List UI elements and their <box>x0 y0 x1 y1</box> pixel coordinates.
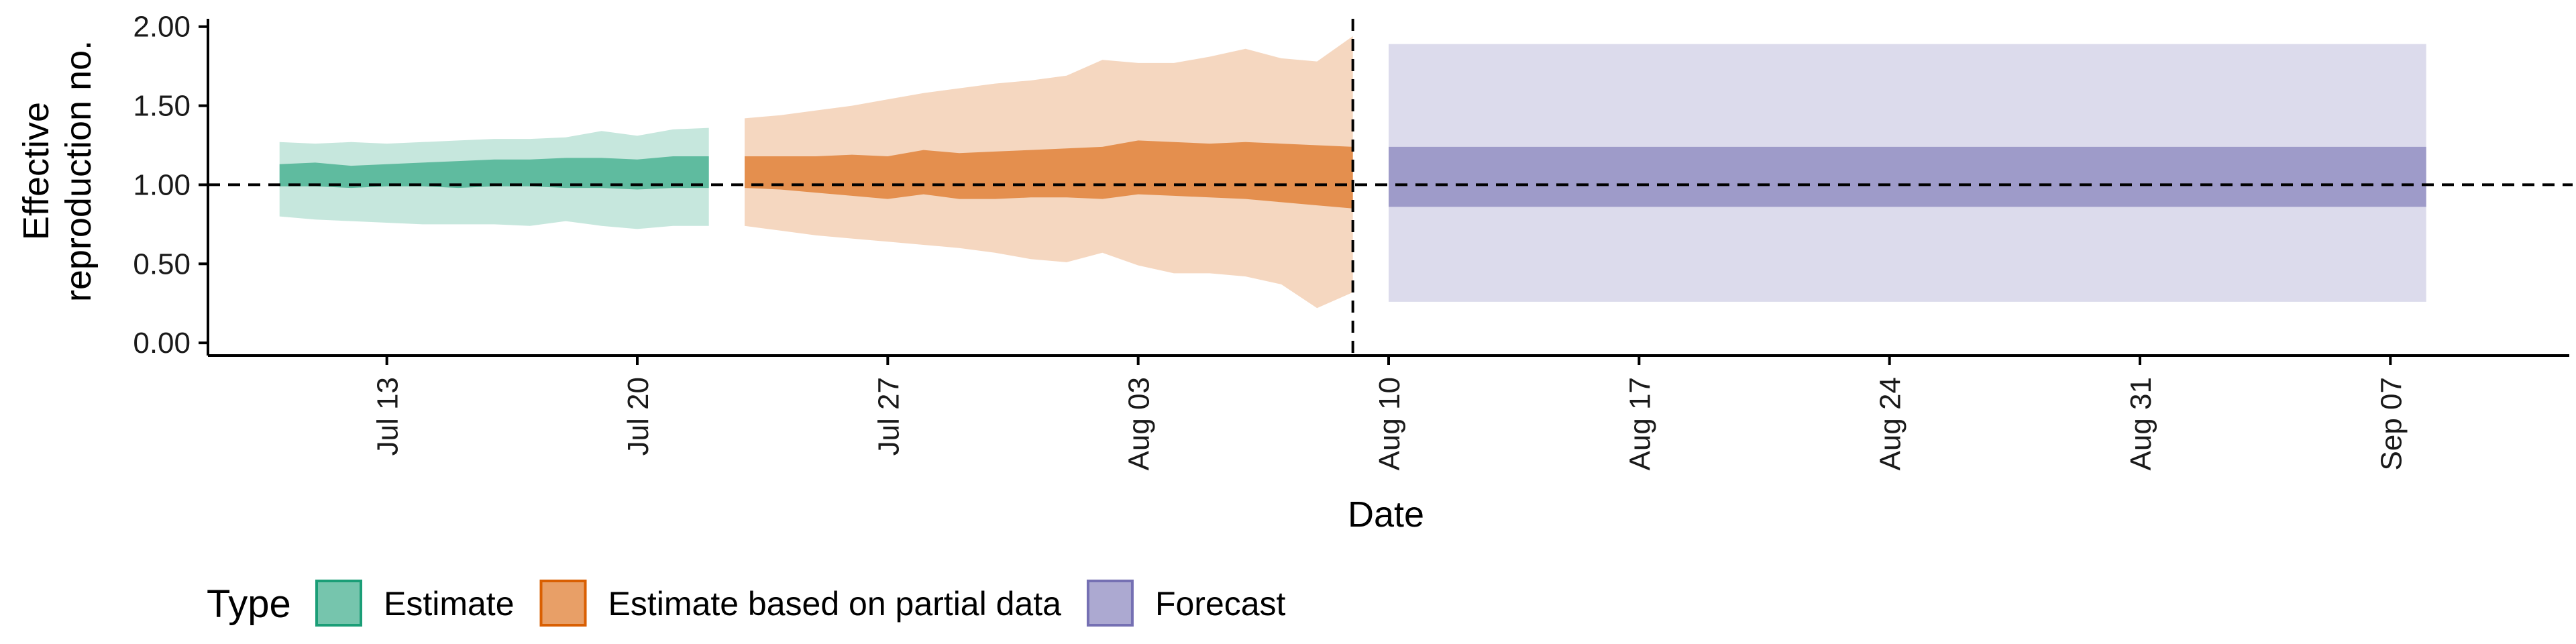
legend-title: Type <box>207 582 291 626</box>
x-tick-label: Aug 03 <box>1123 377 1156 470</box>
y-tick-label: 0.50 <box>133 248 191 280</box>
x-tick-label: Jul 20 <box>622 377 655 455</box>
legend-key-estimate-based-on-partial-data <box>539 580 587 627</box>
axes: 0.00 0.50 1.00 1.50 2.00 Jul 13 Jul 20 Jul 27 Au… <box>133 11 2569 470</box>
x-tick-label: Aug 17 <box>1623 377 1656 470</box>
y-axis-title-line-2: reproduction no. <box>58 40 99 302</box>
legend: Type Estimate Estimate based on partial d… <box>207 580 1286 627</box>
y-axis-title-line-1: Effective <box>16 102 56 240</box>
x-tick-label: Aug 31 <box>2125 377 2157 470</box>
legend-label-forecast: Forecast <box>1155 585 1286 623</box>
x-tick-label: Aug 24 <box>1874 377 1907 470</box>
band-inner-estimate-based-on-partial-data <box>745 140 1353 209</box>
x-axis-title: Date <box>1348 494 1424 535</box>
legend-label-estimate-based-on-partial-data: Estimate based on partial data <box>608 585 1062 623</box>
legend-label-estimate: Estimate <box>384 585 515 623</box>
y-tick-label: 1.00 <box>133 168 191 201</box>
legend-key-estimate <box>315 580 362 627</box>
x-tick-label: Jul 27 <box>872 377 905 455</box>
band-inner-forecast <box>1389 146 2426 207</box>
legend-key-forecast <box>1086 580 1134 627</box>
x-tick-label: Aug 10 <box>1373 377 1406 470</box>
x-tick-label: Jul 13 <box>372 377 405 455</box>
reference-lines <box>208 19 2573 356</box>
y-tick-label: 0.00 <box>133 327 191 360</box>
uncertainty-bands <box>279 36 2426 309</box>
y-tick-label: 2.00 <box>133 11 191 44</box>
y-tick-label: 1.50 <box>133 90 191 123</box>
band-inner-estimate <box>279 156 709 190</box>
x-tick-label: Sep 07 <box>2375 377 2408 470</box>
